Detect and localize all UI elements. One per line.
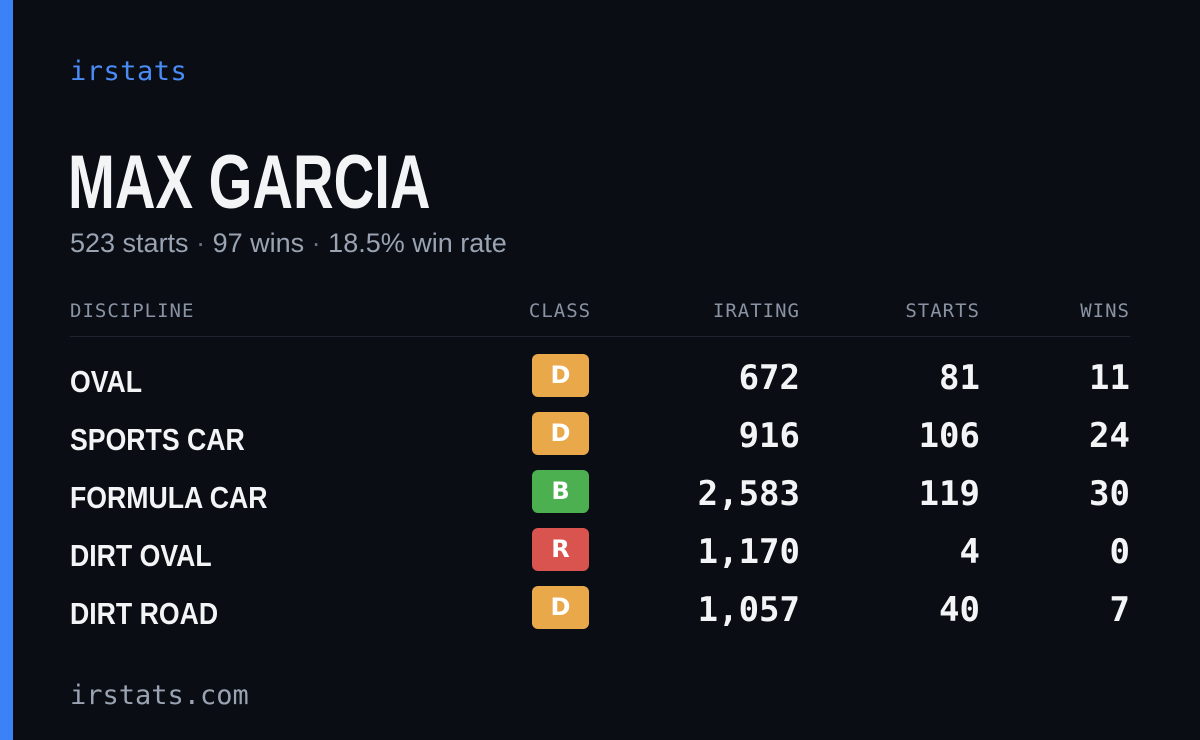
starts-summary: 523 starts	[70, 228, 189, 258]
wins-value: 24	[1089, 416, 1130, 456]
player-name: MAX GARCIA	[68, 140, 431, 225]
irating-value: 1,170	[697, 532, 800, 572]
irating-value: 2,583	[697, 474, 800, 514]
starts-value: 106	[918, 416, 980, 456]
table-row: DIRT ROAD D 1,057 40 7	[70, 586, 1130, 644]
table-row: SPORTS CAR D 916 106 24	[70, 412, 1130, 470]
header-discipline: DISCIPLINE	[70, 300, 195, 322]
irating-value: 1,057	[697, 590, 800, 630]
discipline-table: DISCIPLINE CLASS IRATING STARTS WINS OVA…	[70, 296, 1130, 631]
brand-logo: irstats	[70, 56, 188, 87]
irating-value: 916	[738, 416, 800, 456]
class-badge: R	[532, 528, 589, 571]
win-rate-summary: 18.5% win rate	[328, 228, 507, 258]
starts-value: 81	[939, 358, 980, 398]
irating-value: 672	[738, 358, 800, 398]
starts-value: 119	[918, 474, 980, 514]
discipline-name: SPORTS CAR	[70, 422, 245, 457]
table-row: DIRT OVAL R 1,170 4 0	[70, 528, 1130, 586]
summary-separator: ·	[311, 228, 321, 258]
header-class: CLASS	[528, 300, 592, 322]
discipline-name: FORMULA CAR	[70, 480, 268, 515]
discipline-name: OVAL	[70, 364, 143, 399]
starts-value: 40	[939, 590, 980, 630]
accent-bar	[0, 0, 13, 740]
player-summary: 523 starts · 97 wins · 18.5% win rate	[70, 228, 507, 259]
summary-separator: ·	[196, 228, 206, 258]
footer-url[interactable]: irstats.com	[70, 680, 249, 711]
wins-value: 7	[1109, 590, 1130, 630]
header-wins: WINS	[1080, 300, 1130, 322]
table-row: FORMULA CAR B 2,583 119 30	[70, 470, 1130, 528]
wins-summary: 97 wins	[212, 228, 305, 258]
class-badge: D	[532, 354, 589, 397]
wins-value: 0	[1109, 532, 1130, 572]
header-starts: STARTS	[905, 300, 980, 322]
table-header: DISCIPLINE CLASS IRATING STARTS WINS	[70, 296, 1130, 337]
header-irating: IRATING	[712, 300, 800, 322]
table-row: OVAL D 672 81 11	[70, 354, 1130, 412]
class-badge: B	[532, 470, 589, 513]
wins-value: 11	[1089, 358, 1130, 398]
wins-value: 30	[1089, 474, 1130, 514]
discipline-name: DIRT OVAL	[70, 538, 212, 573]
class-badge: D	[532, 412, 589, 455]
discipline-name: DIRT ROAD	[70, 596, 219, 631]
starts-value: 4	[959, 532, 980, 572]
class-badge: D	[532, 586, 589, 629]
